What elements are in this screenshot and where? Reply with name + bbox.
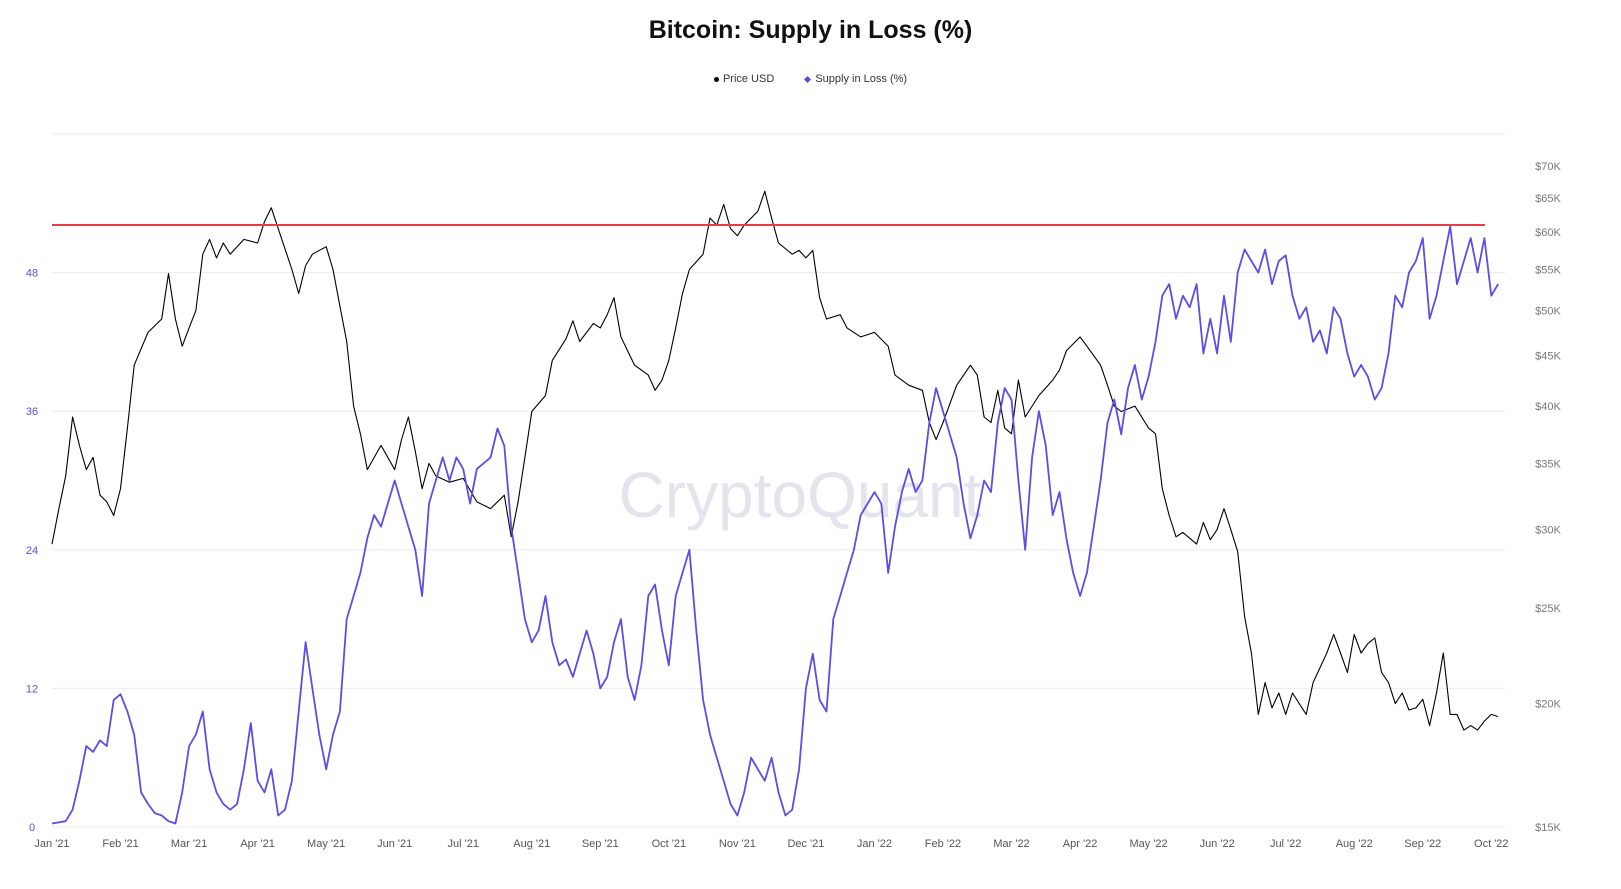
x-axis-tick-label: Dec '21	[787, 838, 824, 850]
x-axis-tick-label: Aug '21	[513, 838, 550, 850]
right-axis-tick-label: $55K	[1535, 264, 1561, 276]
series-line-price-usd	[51, 190, 1499, 731]
x-axis-tick-label: Jul '21	[447, 838, 478, 850]
x-axis-tick-label: Mar '22	[993, 838, 1029, 850]
right-axis-tick-label: $70K	[1535, 161, 1561, 173]
left-axis-tick-label: 24	[26, 545, 38, 557]
x-axis-tick-label: Feb '22	[925, 838, 961, 850]
x-axis-tick-label: Oct '22	[1474, 838, 1509, 850]
series-line-supply-in-loss	[51, 225, 1499, 825]
axis-labels: 0 12 24 36 48 $15K $20K $25K $30K $35K $40K $45K $50…	[26, 161, 1562, 850]
chart-title: Bitcoin: Supply in Loss (%)	[648, 16, 973, 44]
right-axis-tick-label: $20K	[1535, 699, 1561, 711]
x-axis-tick-label: Sep '21	[582, 838, 619, 850]
right-axis-tick-label: $35K	[1535, 458, 1561, 470]
x-axis-tick-label: May '22	[1130, 838, 1168, 850]
x-axis-tick-label: Apr '21	[240, 838, 275, 850]
x-axis-tick-label: Jun '22	[1200, 838, 1235, 850]
x-axis-tick-label: Jan '22	[857, 838, 892, 850]
legend-entry-supply-in-loss[interactable]: Supply in Loss (%)	[804, 73, 908, 85]
right-axis-tick-label: $45K	[1535, 351, 1561, 363]
right-axis-tick-label: $60K	[1535, 227, 1561, 239]
x-axis-tick-label: Jan '21	[34, 838, 69, 850]
series-lines	[51, 190, 1499, 825]
x-axis-tick-label: Jun '21	[377, 838, 412, 850]
x-axis-tick-label: Feb '21	[102, 838, 138, 850]
x-axis-tick-label: Mar '21	[171, 838, 207, 850]
right-axis-tick-label: $30K	[1535, 525, 1561, 537]
x-axis-tick-label: Nov '21	[719, 838, 756, 850]
x-axis-tick-label: Apr '22	[1063, 838, 1098, 850]
x-axis-tick-label: Aug '22	[1336, 838, 1373, 850]
chart-legend: Price USD Supply in Loss (%)	[0, 73, 1621, 85]
left-axis-tick-label: 36	[26, 406, 38, 418]
x-axis-tick-label: Oct '21	[652, 838, 687, 850]
right-axis-tick-label: $40K	[1535, 401, 1561, 413]
grid-lines	[52, 133, 1505, 828]
left-axis-tick-label: 0	[29, 822, 35, 834]
legend-marker-price	[713, 76, 719, 82]
legend-label-price: Price USD	[722, 73, 775, 85]
right-axis-tick-label: $65K	[1535, 193, 1561, 205]
x-axis-tick-label: Jul '22	[1270, 838, 1301, 850]
left-axis-tick-label: 48	[26, 268, 38, 280]
legend-label-supply-in-loss: Supply in Loss (%)	[815, 73, 908, 85]
x-axis-tick-label: Sep '22	[1404, 838, 1441, 850]
watermark: CryptoQuant	[619, 459, 982, 531]
right-axis-tick-label: $15K	[1535, 822, 1561, 834]
left-axis-tick-label: 12	[26, 683, 38, 695]
legend-entry-price[interactable]: Price USD	[713, 73, 775, 85]
x-axis-tick-label: May '21	[307, 838, 345, 850]
right-axis-tick-label: $50K	[1535, 305, 1561, 317]
right-axis-tick-label: $25K	[1535, 603, 1561, 615]
